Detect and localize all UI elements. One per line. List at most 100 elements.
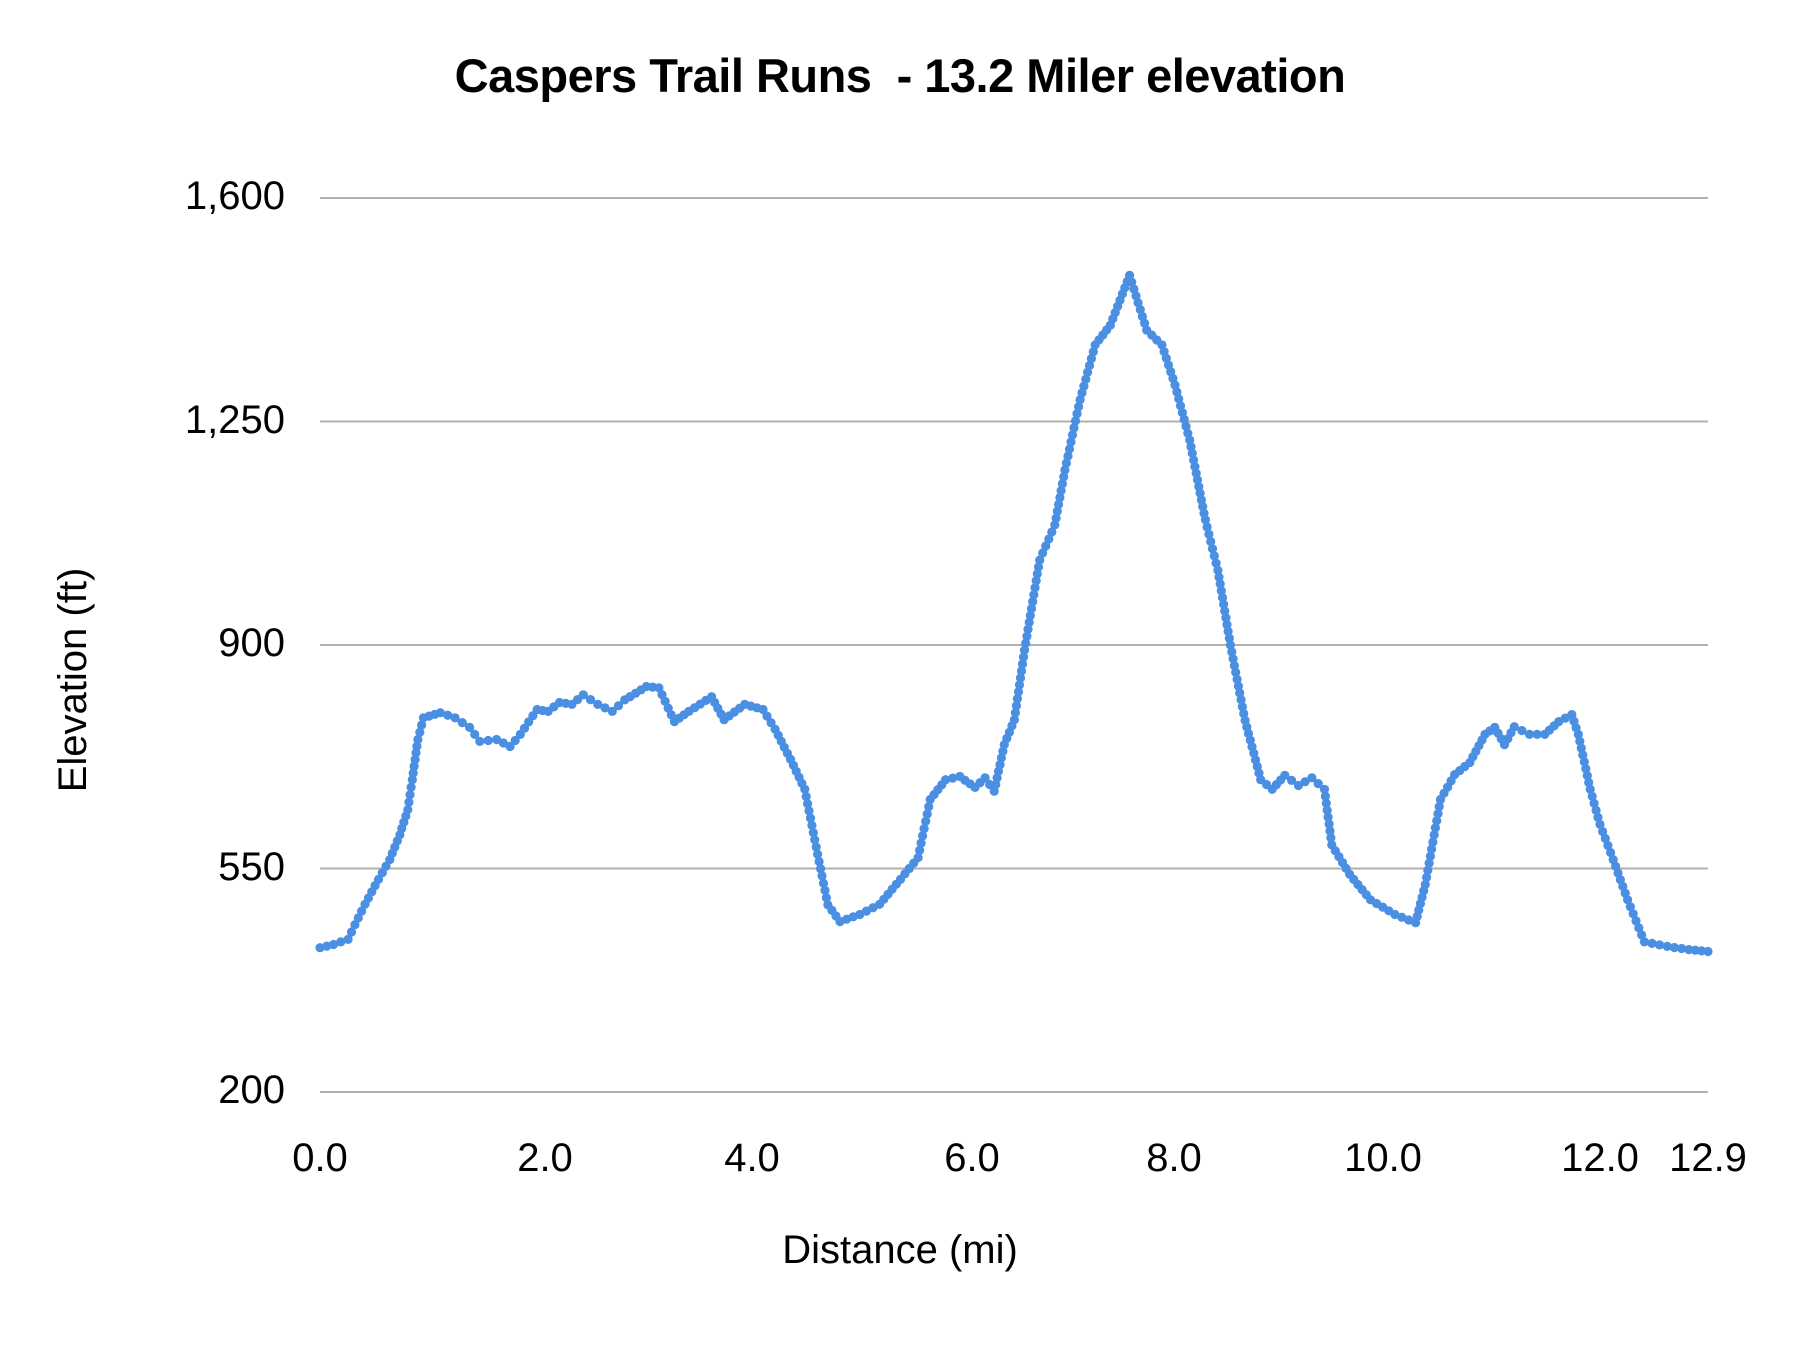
data-point-marker bbox=[1066, 437, 1076, 447]
data-point-marker bbox=[1422, 872, 1432, 883]
data-point-marker bbox=[1420, 879, 1430, 890]
data-point-marker bbox=[1030, 583, 1040, 593]
data-point-marker bbox=[407, 775, 417, 785]
data-point-marker bbox=[1233, 681, 1243, 691]
data-point-marker bbox=[1032, 569, 1042, 579]
y-tick-label: 1,250 bbox=[184, 397, 285, 442]
data-point-marker bbox=[1086, 354, 1096, 364]
data-point-marker bbox=[805, 813, 816, 823]
x-tick-label: 12.0 bbox=[1561, 1136, 1639, 1180]
data-point-marker bbox=[1051, 513, 1061, 523]
data-point-marker bbox=[1229, 661, 1239, 671]
data-point-marker bbox=[1239, 708, 1249, 719]
data-point-marker bbox=[1016, 666, 1027, 676]
y-tick-label: 200 bbox=[218, 1068, 285, 1112]
data-point-marker bbox=[921, 816, 931, 826]
data-point-marker bbox=[1038, 548, 1048, 558]
data-point-marker bbox=[510, 735, 520, 746]
x-tick-label: 2.0 bbox=[517, 1136, 573, 1180]
data-point-marker bbox=[1428, 837, 1438, 847]
data-point-marker bbox=[807, 820, 817, 831]
data-point-marker bbox=[1323, 812, 1333, 822]
data-point-marker bbox=[1074, 402, 1084, 412]
data-point-marker bbox=[1326, 833, 1336, 843]
data-point-marker bbox=[613, 701, 624, 711]
data-point-marker bbox=[1628, 909, 1638, 919]
data-point-marker bbox=[913, 853, 923, 863]
data-point-marker bbox=[1017, 659, 1028, 669]
data-point-marker bbox=[1397, 912, 1407, 922]
data-point-marker bbox=[1600, 833, 1610, 844]
data-point-marker bbox=[1050, 520, 1060, 530]
data-point-marker bbox=[919, 824, 929, 834]
data-point-marker bbox=[1035, 555, 1045, 565]
data-point-marker bbox=[918, 831, 928, 841]
data-point-marker bbox=[1232, 674, 1242, 684]
data-point-marker bbox=[816, 864, 826, 874]
data-point-marker bbox=[336, 937, 346, 947]
data-point-marker bbox=[758, 704, 768, 715]
data-point-marker bbox=[1582, 771, 1592, 781]
data-point-marker bbox=[1429, 830, 1439, 840]
data-point-marker bbox=[1013, 687, 1024, 697]
data-point-marker bbox=[403, 805, 413, 815]
data-point-marker bbox=[1009, 715, 1020, 725]
data-point-marker bbox=[443, 710, 453, 720]
data-point-marker bbox=[492, 734, 502, 745]
data-point-marker bbox=[1206, 536, 1216, 547]
data-point-marker bbox=[1433, 809, 1443, 819]
data-point-marker bbox=[1280, 770, 1290, 780]
data-point-marker bbox=[1509, 722, 1519, 732]
data-point-marker bbox=[1057, 479, 1067, 489]
chart-title: Caspers Trail Runs - 13.2 Miler elevatio… bbox=[454, 49, 1346, 102]
data-point-marker bbox=[1625, 902, 1635, 912]
data-point-marker bbox=[820, 885, 830, 896]
data-point-marker bbox=[406, 782, 416, 792]
data-point-marker bbox=[1576, 743, 1586, 753]
x-axis-title: Distance (mi) bbox=[782, 1228, 1018, 1272]
data-point-marker bbox=[1532, 729, 1542, 740]
data-point-marker bbox=[1026, 604, 1037, 614]
y-axis-title: Elevation (ft) bbox=[51, 567, 95, 793]
data-point-marker bbox=[1320, 791, 1330, 801]
data-point-marker bbox=[435, 708, 445, 718]
data-point-marker bbox=[1434, 802, 1444, 812]
data-point-marker bbox=[1677, 943, 1687, 954]
data-point-marker bbox=[1322, 805, 1332, 815]
data-point-marker bbox=[813, 849, 823, 859]
data-point-marker bbox=[607, 706, 617, 717]
data-point-marker bbox=[1175, 401, 1186, 411]
data-point-marker bbox=[811, 842, 821, 852]
data-point-marker bbox=[1432, 816, 1442, 826]
data-point-marker bbox=[1060, 465, 1070, 475]
data-point-marker bbox=[817, 871, 827, 881]
data-point-marker bbox=[1044, 534, 1054, 544]
data-point-marker bbox=[1430, 823, 1440, 833]
data-point-marker bbox=[1084, 360, 1095, 371]
data-point-marker bbox=[1578, 750, 1588, 760]
data-point-marker bbox=[1424, 858, 1434, 868]
data-point-marker bbox=[470, 729, 480, 740]
data-point-marker bbox=[465, 722, 475, 733]
data-point-marker bbox=[1425, 851, 1435, 861]
data-point-marker bbox=[1324, 819, 1334, 829]
data-point-marker bbox=[1524, 729, 1535, 740]
data-point-marker bbox=[1056, 486, 1066, 496]
data-point-marker bbox=[1598, 826, 1608, 837]
data-point-marker bbox=[1207, 544, 1218, 554]
data-point-marker bbox=[821, 893, 832, 903]
data-point-marker bbox=[357, 906, 367, 916]
data-point-marker bbox=[1300, 777, 1310, 787]
x-tick-label: 10.0 bbox=[1344, 1136, 1422, 1180]
data-point-marker bbox=[475, 736, 485, 747]
data-point-marker bbox=[803, 799, 813, 809]
data-point-marker bbox=[1072, 409, 1082, 419]
data-point-marker bbox=[1216, 586, 1226, 596]
data-point-marker bbox=[593, 699, 603, 710]
data-point-marker bbox=[1423, 865, 1433, 875]
data-point-marker bbox=[1703, 946, 1713, 957]
data-point-marker bbox=[417, 720, 427, 730]
data-point-marker bbox=[1213, 565, 1223, 575]
data-point-marker bbox=[1662, 941, 1672, 952]
data-point-marker bbox=[1010, 708, 1021, 718]
